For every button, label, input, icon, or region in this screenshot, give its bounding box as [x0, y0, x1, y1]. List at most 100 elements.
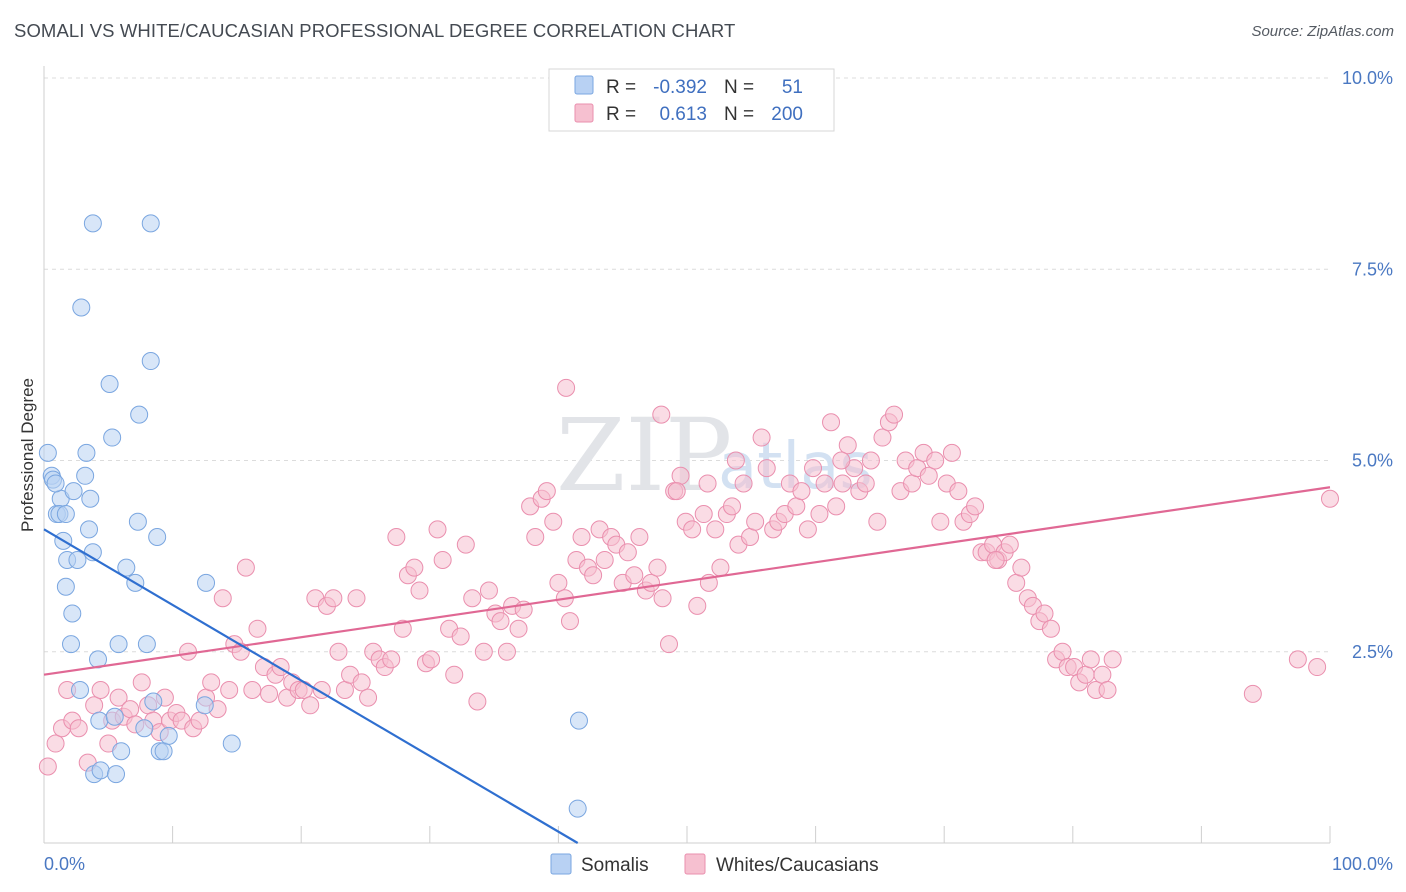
bottom-legend-swatch-somalis: [550, 853, 572, 875]
white-point-53: [352, 673, 371, 692]
white-point-7: [85, 696, 104, 715]
legend-n-label-1: N =: [724, 77, 754, 98]
white-point-121: [746, 512, 765, 531]
legend-swatch-somalis: [574, 75, 594, 95]
y-tick-label-1: 5.0%: [1352, 451, 1393, 471]
white-point-86: [544, 512, 563, 531]
white-point-187: [1321, 489, 1339, 508]
white-point-174: [1053, 642, 1072, 661]
white-point-156: [949, 482, 968, 501]
source-label: Source: ZipAtlas.com: [1251, 23, 1394, 40]
somali-point-27: [109, 635, 128, 654]
white-point-62: [405, 558, 424, 577]
legend-n-label-2: N =: [724, 104, 754, 125]
legend-r-value-1: -0.392: [653, 77, 707, 98]
legend-r-value-2: 0.613: [659, 104, 707, 125]
legend-r-label-1: R =: [606, 77, 636, 98]
somali-point-46: [72, 298, 91, 317]
white-point-37: [260, 684, 279, 703]
white-point-35: [248, 619, 267, 638]
white-point-0: [38, 757, 57, 776]
data-points: [38, 214, 1339, 818]
somali-point-40: [159, 726, 178, 745]
legend-r-label-2: R =: [606, 104, 636, 125]
white-point-106: [659, 635, 678, 654]
white-point-104: [648, 558, 667, 577]
white-point-13: [121, 700, 140, 719]
white-point-27: [202, 673, 221, 692]
white-point-143: [873, 428, 892, 447]
white-point-122: [752, 428, 771, 447]
white-point-135: [827, 497, 846, 516]
white-point-43: [294, 681, 313, 699]
white-point-74: [474, 642, 493, 661]
white-point-182: [1098, 681, 1117, 699]
somali-point-49: [568, 799, 587, 818]
white-point-193: [832, 451, 851, 470]
trend-line-whites: [43, 486, 1331, 676]
white-point-101: [630, 528, 649, 546]
axes: 2.5% 5.0% 7.5% 10.0% 0.0% 100.0%: [43, 66, 1393, 874]
white-point-189: [652, 405, 671, 424]
white-point-136: [833, 474, 852, 493]
somali-point-13: [71, 681, 90, 699]
somali-point-45: [141, 214, 160, 233]
white-point-192: [726, 451, 745, 470]
white-point-108: [671, 466, 690, 485]
x-tick-label-0: 0.0%: [44, 854, 85, 874]
white-point-44: [301, 696, 320, 715]
somali-point-24: [103, 428, 122, 447]
white-point-166: [1007, 573, 1026, 592]
somali-point-29: [117, 558, 136, 577]
white-point-34: [243, 681, 262, 699]
somali-point-8: [56, 577, 75, 596]
somali-point-41: [195, 696, 214, 715]
white-point-134: [822, 413, 841, 432]
white-point-48: [324, 589, 343, 608]
white-point-190: [667, 482, 686, 501]
white-point-148: [903, 474, 922, 493]
somali-point-23: [100, 375, 119, 393]
white-point-93: [584, 566, 603, 585]
somali-point-34: [137, 635, 156, 654]
gridlines: [44, 77, 1330, 653]
white-point-70: [451, 627, 470, 646]
somali-point-21: [90, 711, 109, 730]
white-point-151: [919, 466, 938, 485]
white-point-117: [723, 497, 742, 516]
white-point-153: [931, 512, 950, 531]
white-point-103: [641, 573, 660, 592]
white-point-140: [856, 474, 875, 493]
white-point-58: [382, 650, 401, 669]
somali-point-0: [38, 443, 57, 462]
white-point-63: [410, 581, 429, 600]
white-point-67: [433, 550, 452, 569]
white-point-71: [456, 535, 475, 554]
white-point-145: [885, 405, 904, 424]
white-point-29: [213, 589, 232, 608]
white-point-159: [966, 497, 985, 516]
white-point-30: [220, 681, 239, 699]
bottom-legend-whites: Whites/Caucasians: [716, 855, 879, 876]
white-point-114: [706, 520, 725, 539]
somali-point-43: [222, 734, 241, 753]
somali-point-44: [83, 214, 102, 233]
somali-point-39: [154, 742, 173, 761]
white-point-167: [1012, 558, 1031, 577]
white-point-1: [46, 734, 65, 753]
white-point-188: [557, 378, 576, 397]
watermark: ZIP atlas: [556, 397, 873, 514]
chart-title: SOMALI VS WHITE/CAUCASIAN PROFESSIONAL D…: [14, 20, 736, 41]
white-point-52: [347, 589, 366, 608]
white-point-83: [526, 528, 545, 546]
legend-swatch-whites: [574, 103, 594, 123]
white-point-185: [1288, 650, 1307, 669]
white-point-171: [1035, 604, 1054, 623]
white-point-128: [787, 497, 806, 516]
white-point-33: [236, 558, 255, 577]
trend-lines: [43, 486, 1331, 844]
white-point-8: [91, 681, 110, 699]
white-point-110: [683, 520, 702, 539]
white-point-72: [463, 589, 482, 608]
